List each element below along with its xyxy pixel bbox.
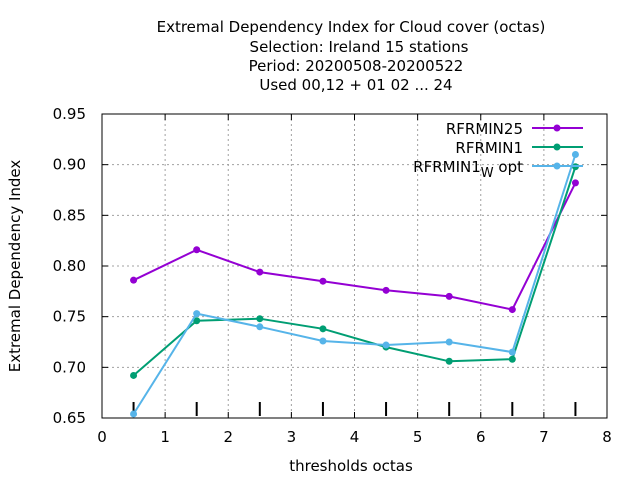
threshold-marker-ticks [132, 402, 577, 416]
data-point [508, 355, 516, 363]
legend-swatch-marker [553, 143, 561, 151]
data-point [571, 179, 579, 187]
y-tick-label: 0.75 [53, 308, 86, 326]
data-point [130, 410, 138, 418]
series-rfrmin1w-opt [130, 151, 579, 418]
x-tick-label: 4 [350, 428, 360, 446]
legend-swatch-marker [553, 162, 561, 170]
legend-label-rfrmin25: RFRMIN25 [446, 120, 523, 138]
x-axis-ticks: 0 1 2 3 4 5 6 7 8 [97, 114, 612, 446]
data-point [193, 310, 201, 318]
grid [102, 114, 607, 418]
title-line-4: Used 00,12 + 01 02 ... 24 [259, 76, 452, 94]
x-tick-label: 0 [97, 428, 107, 446]
y-tick-label: 0.70 [53, 358, 86, 376]
legend-label-suffix: opt [494, 158, 523, 176]
data-point [571, 151, 579, 159]
y-axis-label: Extremal Dependency Index [6, 160, 24, 373]
chart-title: Extremal Dependency Index for Cloud cove… [157, 18, 546, 94]
x-tick-label: 1 [160, 428, 170, 446]
data-point [193, 246, 201, 254]
x-tick-label: 7 [539, 428, 549, 446]
data-point [445, 357, 453, 365]
title-line-3: Period: 20200508-20200522 [249, 57, 464, 75]
series-line [133, 182, 577, 311]
title-line-1: Extremal Dependency Index for Cloud cove… [157, 18, 546, 36]
data-point [256, 323, 264, 331]
y-tick-label: 0.65 [53, 409, 86, 427]
x-tick-label: 3 [287, 428, 297, 446]
data-point [382, 286, 390, 294]
data-point [130, 276, 138, 284]
data-point [445, 292, 453, 300]
legend-label-rfrmin1: RFRMIN1 [455, 139, 523, 157]
y-axis-ticks: 0.65 0.70 0.75 0.80 0.85 0.90 0.95 [53, 105, 607, 427]
x-axis-label: thresholds octas [289, 457, 413, 475]
x-tick-label: 8 [602, 428, 612, 446]
legend: RFRMIN25 RFRMIN1 RFRMIN1W opt [413, 120, 583, 181]
data-point [319, 325, 327, 333]
y-tick-label: 0.90 [53, 156, 86, 174]
series-rfrmin1 [130, 163, 579, 379]
x-tick-label: 6 [476, 428, 486, 446]
legend-swatch-marker [553, 124, 561, 132]
data-point [256, 315, 264, 323]
y-tick-label: 0.95 [53, 105, 86, 123]
data-point [256, 268, 264, 276]
data-point [508, 348, 516, 356]
x-tick-label: 2 [223, 428, 233, 446]
y-tick-label: 0.85 [53, 206, 86, 224]
legend-label-rfrmin1w-opt: RFRMIN1W opt [413, 158, 523, 181]
x-tick-label: 5 [413, 428, 423, 446]
title-line-2: Selection: Ireland 15 stations [250, 38, 469, 56]
data-point [445, 338, 453, 346]
series [130, 151, 579, 418]
data-point [319, 277, 327, 285]
data-point [130, 371, 138, 379]
legend-label-main: RFRMIN1 [413, 158, 481, 176]
y-tick-label: 0.80 [53, 257, 86, 275]
series-rfrmin25 [130, 179, 579, 314]
series-line [132, 154, 577, 415]
series-line [132, 166, 577, 377]
data-point [382, 341, 390, 349]
data-point [319, 337, 327, 345]
data-point [508, 306, 516, 314]
data-point [193, 317, 201, 325]
legend-label-sub: W [481, 166, 494, 181]
